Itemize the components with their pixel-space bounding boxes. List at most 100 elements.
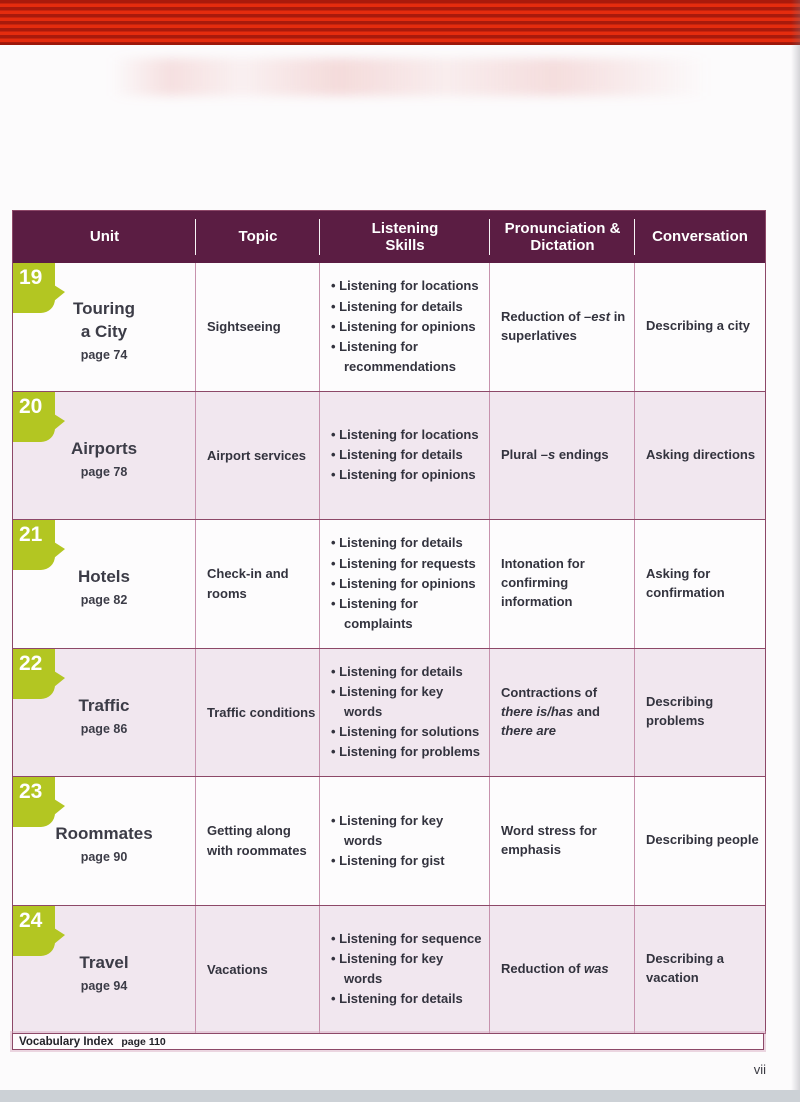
unit-number-badge: 22: [13, 648, 65, 699]
skill-item: Listening for key words: [331, 682, 485, 722]
skill-item: Listening for key words: [331, 949, 485, 989]
skill-item: Listening for key words: [331, 811, 485, 851]
skill-item: Listening for details: [331, 662, 485, 682]
topic-cell: Traffic conditions: [196, 648, 320, 776]
pronunciation-segment: Intonation for confirming information: [501, 556, 585, 610]
skills-list: Listening for detailsListening for key w…: [331, 662, 485, 763]
pronunciation-text: Reduction of –est in superlatives: [501, 308, 626, 346]
unit-page-ref: page 90: [80, 850, 128, 865]
unit-text: Roommates page 90: [55, 823, 152, 864]
topic-cell: Vacations: [196, 905, 320, 1033]
vocabulary-index-bar: Vocabulary Index page 110: [12, 1033, 764, 1050]
skill-item: Listening for gist: [331, 851, 485, 871]
unit-number-badge: 19: [13, 263, 65, 313]
pronunciation-cell: Word stress for emphasis: [490, 777, 635, 905]
unit-cell: 19 Touring a City page 74: [13, 263, 196, 391]
topic-text: Sightseeing: [207, 319, 281, 334]
unit-title: Airports: [70, 438, 138, 458]
skill-item: Listening for recommendations: [331, 337, 485, 377]
unit-text: Airports page 78: [71, 438, 137, 479]
page-edge-bottom: [0, 1090, 800, 1102]
pronunciation-cell: Plural –s endings: [490, 391, 635, 519]
table-row: 24 Travel page 94 Vacations Listening for se…: [13, 904, 765, 1034]
skill-item: Listening for complaints: [331, 594, 485, 634]
skill-item: Listening for details: [331, 533, 485, 553]
unit-text: Travel page 94: [79, 952, 128, 993]
unit-page-ref: page 74: [80, 347, 128, 362]
page-edge-right: [791, 0, 800, 1102]
unit-cell: 20 Airports page 78: [13, 391, 196, 519]
pronunciation-segment: was: [584, 960, 609, 976]
pronunciation-cell: Reduction of –est in superlatives: [490, 263, 635, 391]
unit-number-badge: 21: [13, 520, 65, 570]
skills-list: Listening for locationsListening for det…: [331, 276, 485, 377]
unit-title: Roommates: [55, 824, 153, 844]
skill-item: Listening for solutions: [331, 722, 485, 742]
pronunciation-segment: there is/has: [501, 703, 574, 719]
unit-title: Touring: [73, 298, 135, 318]
unit-cell: 23 Roommates page 90: [13, 777, 196, 905]
unit-title: a City: [80, 321, 128, 341]
pronunciation-text: Word stress for emphasis: [501, 822, 626, 860]
conversation-cell: Asking for confirmation: [635, 520, 765, 648]
skill-item: Listening for locations: [331, 276, 485, 296]
header-cell: Pronunciation & Dictation: [490, 211, 635, 263]
pronunciation-segment: Plural: [501, 446, 541, 462]
pronunciation-text: Contractions of there is/has and there a…: [501, 684, 626, 741]
skill-item: Listening for opinions: [331, 317, 485, 337]
unit-number-badge: 24: [13, 905, 65, 956]
pronunciation-segment: Reduction of: [501, 308, 585, 324]
unit-text: Touring a City page 74: [73, 298, 135, 362]
table-body: 19 Touring a City page 74 Sightseeing Listeni…: [13, 263, 765, 1033]
table-header: Unit Topic Listening Skills Pronunciation &…: [13, 211, 765, 263]
skills-list: Listening for detailsListening for reque…: [331, 533, 485, 634]
unit-page-ref: page 78: [80, 464, 128, 479]
conversation-cell: Describing people: [635, 777, 765, 905]
pronunciation-segment: in superlatives: [501, 308, 626, 343]
skill-item: Listening for details: [331, 989, 485, 1009]
pronunciation-segment: Word stress for emphasis: [501, 822, 597, 857]
pronunciation-segment: Contractions of: [501, 684, 598, 700]
skill-item: Listening for opinions: [331, 574, 485, 594]
skill-item: Listening for sequence: [331, 929, 485, 949]
conversation-text: Describing people: [646, 832, 759, 848]
table-row: 21 Hotels page 82 Check-in and rooms Listeni…: [13, 519, 765, 648]
topic-text: Traffic conditions: [207, 704, 316, 720]
top-red-stripes-decoration: [0, 0, 800, 45]
vocabulary-index-label: Vocabulary Index: [19, 1035, 114, 1048]
conversation-text: Describing a city: [646, 318, 751, 334]
pronunciation-segment: –s: [540, 446, 556, 462]
topic-text: Vacations: [207, 961, 268, 977]
unit-cell: 24 Travel page 94: [13, 905, 196, 1033]
conversation-cell: Describing a vacation: [635, 906, 765, 1034]
skills-cell: Listening for detailsListening for reque…: [320, 520, 490, 648]
unit-cell: 21 Hotels page 82: [13, 520, 196, 648]
page-number: vii: [753, 1062, 766, 1077]
unit-page-ref: page 94: [80, 978, 128, 993]
header-cell: Conversation: [652, 228, 748, 246]
skills-cell: Listening for detailsListening for key w…: [320, 648, 490, 776]
table-row: 19 Touring a City page 74 Sightseeing Listeni…: [13, 263, 765, 391]
pronunciation-segment: –est: [584, 308, 611, 324]
unit-text: Hotels page 82: [78, 566, 130, 607]
unit-cell: 22 Traffic page 86: [13, 648, 196, 776]
conversation-text: Asking for confirmation: [646, 565, 725, 600]
skills-cell: Listening for key wordsListening for gis…: [320, 777, 490, 905]
table-row: 22 Traffic page 86 Traffic conditions Listen…: [13, 647, 765, 776]
pronunciation-segment: there are: [501, 722, 556, 738]
unit-page-ref: page 82: [80, 593, 128, 608]
header-cell: Unit: [13, 211, 196, 263]
pronunciation-cell: Contractions of there is/has and there a…: [490, 648, 635, 776]
unit-number-badge: 20: [13, 391, 65, 442]
pronunciation-segment: Reduction of: [501, 960, 585, 976]
topic-cell: Airport services: [196, 391, 320, 519]
header-cell: Listening Skills: [320, 211, 490, 263]
skills-list: Listening for sequenceListening for key …: [331, 929, 485, 1010]
pronunciation-cell: Reduction of was: [490, 905, 635, 1033]
skills-cell: Listening for locationsListening for det…: [320, 263, 490, 391]
unit-title: Travel: [79, 952, 129, 972]
topic-text: Check-in and rooms: [207, 566, 289, 601]
topic-text: Getting along with roommates: [207, 823, 307, 858]
